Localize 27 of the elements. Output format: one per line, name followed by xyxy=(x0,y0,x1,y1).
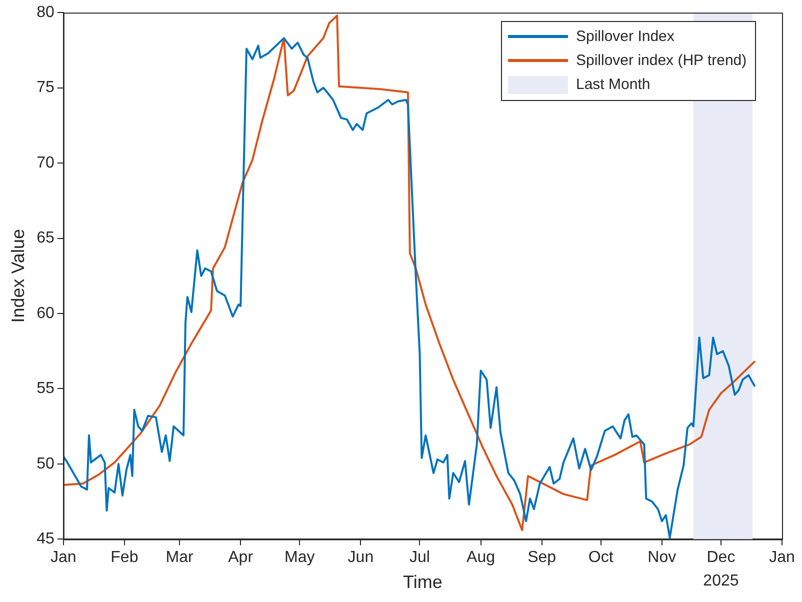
y-tick-label: 75 xyxy=(36,79,54,96)
x-tick-label: Jan xyxy=(769,549,795,566)
y-tick-label: 70 xyxy=(36,154,54,172)
y-axis-title: Index Value xyxy=(8,229,28,323)
x-tick-label: Apr xyxy=(228,549,254,566)
y-tick-label: 50 xyxy=(36,455,54,472)
x-tick-label: May xyxy=(284,549,315,566)
y-tick-label: 55 xyxy=(36,380,54,398)
x-tick-label: Feb xyxy=(110,549,138,566)
x-tick-label: Oct xyxy=(588,549,614,566)
y-tick-label: 65 xyxy=(36,230,54,247)
x-tick-label: Aug xyxy=(466,549,496,566)
x-tick-label: Jan xyxy=(50,549,76,566)
x-tick-label: Sep xyxy=(528,549,556,566)
text: 2025 xyxy=(703,572,739,590)
x-tick-label: Nov xyxy=(648,549,676,566)
y-tick-label: 80 xyxy=(36,4,54,22)
x-tick-label: Jun xyxy=(348,549,374,566)
y-tick-label: 60 xyxy=(36,304,54,322)
x-tick-label: Jul xyxy=(410,549,430,566)
x-tick-label: Mar xyxy=(166,549,194,566)
x-axis-title: Time xyxy=(403,572,442,592)
legend-label: Spillover Index xyxy=(576,28,674,46)
legend-label: Spillover index (HP trend) xyxy=(576,52,747,70)
x-tick-label: Dec xyxy=(706,549,736,566)
band-label: Last Month xyxy=(576,76,650,94)
y-tick-label: 45 xyxy=(36,530,54,548)
